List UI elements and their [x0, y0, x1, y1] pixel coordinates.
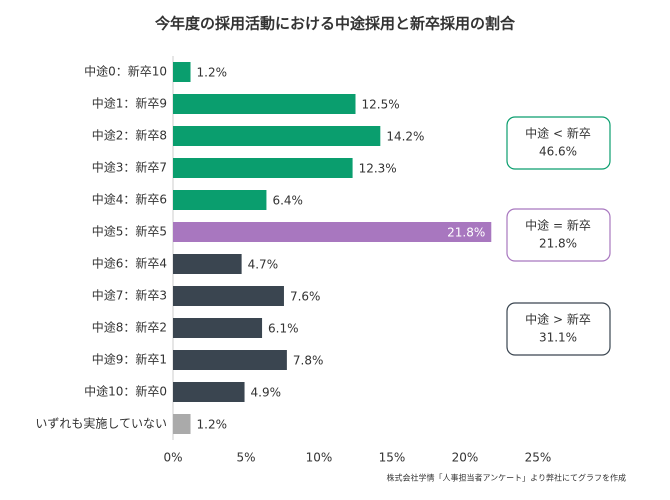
value-label: 6.1%	[268, 322, 299, 336]
source-note: 株式会社学情「人事担当者アンケート」より弊社にてグラフを作成	[386, 473, 626, 483]
value-label: 12.3%	[359, 162, 397, 176]
annotation-value: 46.6%	[539, 145, 577, 159]
bar	[173, 414, 191, 434]
y-tick-label: 中途0：新卒10	[84, 64, 167, 79]
value-label: 4.7%	[248, 258, 279, 272]
value-label: 7.6%	[290, 290, 321, 304]
x-tick-label: 10%	[306, 451, 333, 465]
y-tick-label: いずれも実施していない	[35, 416, 167, 431]
value-label: 21.8%	[447, 226, 485, 240]
value-label: 6.4%	[272, 194, 303, 208]
x-tick-label: 25%	[525, 451, 552, 465]
annotation-box	[506, 302, 611, 356]
bar	[173, 382, 245, 402]
y-tick-label: 中途3：新卒7	[92, 160, 167, 175]
annotation-value: 21.8%	[539, 237, 577, 251]
value-label: 1.2%	[197, 418, 228, 432]
annotation-box	[506, 116, 611, 170]
y-tick-label: 中途2：新卒8	[92, 128, 167, 143]
y-tick-label: 中途7：新卒3	[92, 288, 167, 303]
bar	[173, 190, 267, 210]
y-tick-label: 中途10：新卒0	[84, 384, 167, 399]
bar	[173, 222, 492, 242]
annotation-text: 中途 > 新卒	[525, 312, 591, 327]
annotation-text: 中途 = 新卒	[525, 218, 591, 233]
y-tick-label: 中途4：新卒6	[92, 192, 167, 207]
bar	[173, 350, 287, 370]
chart-title: 今年度の採用活動における中途採用と新卒採用の割合	[154, 15, 516, 33]
x-tick-label: 20%	[452, 451, 479, 465]
y-tick-label: 中途1：新卒9	[92, 96, 167, 111]
value-label: 4.9%	[251, 386, 281, 400]
annotation-text: 中途 < 新卒	[525, 126, 591, 141]
bar	[173, 254, 242, 274]
y-tick-label: 中途5：新卒5	[92, 224, 167, 239]
annotation-box	[506, 208, 611, 262]
bar	[173, 94, 356, 114]
x-tick-label: 15%	[379, 451, 406, 465]
bar	[173, 318, 263, 338]
value-label: 14.2%	[386, 130, 424, 144]
bar	[173, 62, 191, 82]
bar	[173, 126, 381, 146]
annotation-value: 31.1%	[539, 331, 577, 345]
value-label: 7.8%	[293, 354, 324, 368]
y-tick-label: 中途6：新卒4	[92, 256, 167, 271]
y-tick-label: 中途8：新卒2	[92, 320, 167, 335]
x-tick-label: 5%	[236, 451, 255, 465]
value-label: 1.2%	[197, 66, 228, 80]
bar	[173, 158, 353, 178]
bar	[173, 286, 284, 306]
y-tick-label: 中途9：新卒1	[92, 352, 167, 367]
value-label: 12.5%	[362, 98, 400, 112]
x-tick-label: 0%	[163, 451, 182, 465]
